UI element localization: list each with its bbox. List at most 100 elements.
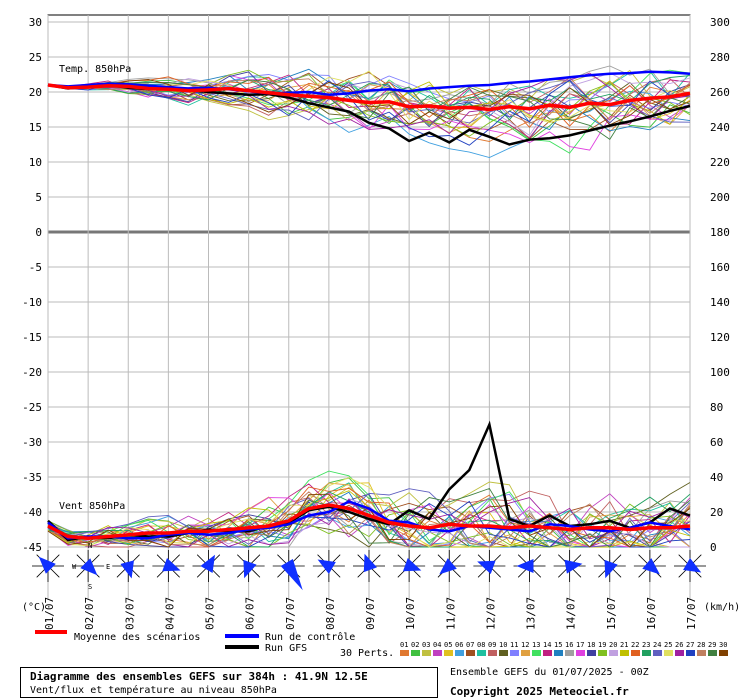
wind-rose [353, 550, 385, 582]
pert-number: 12 [521, 641, 529, 649]
wind-rose [633, 550, 666, 582]
y-tick-right: 240 [710, 121, 730, 134]
pert-number: 14 [543, 641, 551, 649]
compass-east: E [106, 563, 110, 571]
pert-swatch [433, 650, 442, 656]
compass-north: N [88, 542, 92, 550]
wind-roses [32, 550, 706, 591]
wind-rose [433, 550, 466, 582]
pert-swatch [642, 650, 651, 656]
footer-subtitle: Vent/flux et température au niveau 850hP… [30, 685, 277, 696]
pert-swatch [675, 650, 684, 656]
x-date-label: 13/07 [525, 597, 538, 630]
pert-swatch [609, 650, 618, 656]
temp-series-line [47, 70, 691, 97]
pert-number: 23 [642, 641, 650, 649]
pert-number: 07 [466, 641, 474, 649]
rose-petal [402, 558, 422, 572]
x-date-label: 09/07 [364, 597, 377, 630]
pert-swatch [576, 650, 585, 656]
pert-number: 25 [664, 641, 672, 649]
pert-swatch [664, 650, 673, 656]
run-info: Ensemble GEFS du 01/07/2025 - 00Z [450, 667, 649, 678]
rose-petal [243, 559, 257, 579]
y-tick-left: -20 [22, 366, 42, 379]
legend-mean-swatch [35, 630, 67, 634]
pert-number: 05 [444, 641, 452, 649]
y-tick-left: 10 [29, 156, 42, 169]
x-date-label: 07/07 [284, 597, 297, 630]
pert-swatch [708, 650, 717, 656]
pert-number: 16 [565, 641, 573, 649]
pert-swatch [653, 650, 662, 656]
rose-petal [683, 557, 702, 573]
pert-swatch [477, 650, 486, 656]
wind-rose [72, 550, 105, 582]
main-series-lines [47, 70, 691, 542]
pert-number: 08 [477, 641, 485, 649]
rose-petal [38, 556, 56, 574]
wind-pert-line [47, 493, 691, 548]
pert-swatch [411, 650, 420, 656]
x-date-label: 06/07 [244, 597, 257, 630]
rose-petal [317, 559, 336, 575]
x-date-label: 12/07 [484, 597, 497, 630]
pert-swatch [554, 650, 563, 656]
wind-rose [593, 550, 626, 582]
rose-petal [120, 560, 134, 579]
y-tick-left: -30 [22, 436, 42, 449]
wind-rose [674, 550, 706, 582]
pert-number: 13 [532, 641, 540, 649]
pert-number: 28 [697, 641, 705, 649]
wind-rose [513, 550, 546, 582]
pert-swatch [598, 650, 607, 656]
x-date-label: 15/07 [605, 597, 618, 630]
rose-petal [200, 554, 215, 573]
y-tick-left: -15 [22, 331, 42, 344]
pert-number: 01 [400, 641, 408, 649]
y-tick-right: 220 [710, 156, 730, 169]
temp-pert-line [47, 78, 691, 126]
y-tick-left: -25 [22, 401, 42, 414]
pert-swatch [488, 650, 497, 656]
wind-rose [32, 550, 64, 582]
pert-number: 21 [620, 641, 628, 649]
pert-swatch [587, 650, 596, 656]
y-tick-right: 260 [710, 86, 730, 99]
unit-right-label: (km/h) [704, 602, 740, 613]
rose-petal [280, 559, 303, 591]
wind-rose [192, 550, 225, 582]
y-tick-right: 280 [710, 51, 730, 64]
wind-panel-label: Vent 850hPa [59, 501, 125, 512]
pert-number: 30 [719, 641, 727, 649]
pert-swatch [620, 650, 629, 656]
y-tick-left: 5 [35, 191, 42, 204]
temp-pert-line [47, 65, 691, 114]
pert-number: 15 [554, 641, 562, 649]
rose-petal [604, 559, 618, 579]
x-date-label: 10/07 [404, 597, 417, 630]
rose-petal [439, 558, 457, 575]
footer-title: Diagramme des ensembles GEFS sur 384h : … [30, 670, 368, 683]
y-tick-right: 160 [710, 261, 730, 274]
pert-number: 17 [576, 641, 584, 649]
pert-number: 27 [686, 641, 694, 649]
wind-pert-line [47, 500, 691, 548]
wind-pert-line [47, 488, 691, 548]
compass-west: W [72, 563, 77, 571]
rose-petal [564, 559, 583, 574]
y-tick-left: 0 [35, 226, 42, 239]
compass-south: S [88, 583, 92, 591]
y-tick-right: 80 [710, 401, 723, 414]
y-tick-left: 25 [29, 51, 42, 64]
pert-swatch [444, 650, 453, 656]
y-tick-right: 100 [710, 366, 730, 379]
wind-rose [393, 550, 426, 582]
y-tick-left: 20 [29, 86, 42, 99]
legend-control-label: Run de contrôle [265, 631, 355, 643]
y-tick-right: 20 [710, 506, 723, 519]
unit-left-label: (°C) [22, 602, 46, 613]
x-date-label: 08/07 [324, 597, 337, 630]
rose-petal [363, 553, 377, 573]
